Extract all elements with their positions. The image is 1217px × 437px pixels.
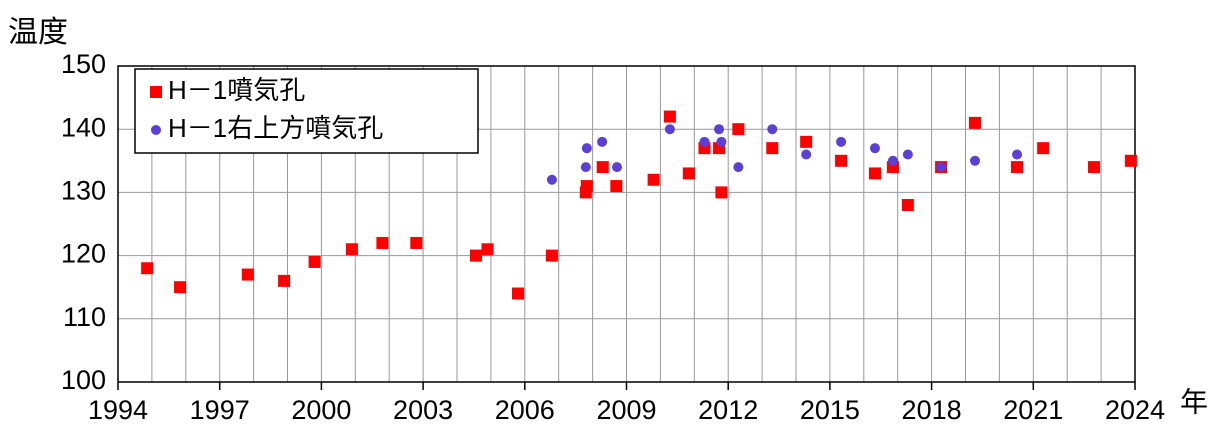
point — [546, 174, 557, 185]
point — [663, 110, 676, 123]
legend-marker — [151, 125, 161, 135]
point — [278, 274, 291, 287]
point — [580, 180, 593, 193]
point — [647, 173, 660, 186]
x-tick-label: 2003 — [393, 395, 453, 425]
legend-label: H－1噴気孔 — [168, 75, 305, 105]
point — [767, 124, 778, 135]
x-tick-label: 2009 — [596, 395, 656, 425]
point — [733, 162, 744, 173]
x-tick-label: 2006 — [495, 395, 555, 425]
x-tick-label: 2000 — [291, 395, 351, 425]
point — [581, 143, 592, 154]
plot-frame — [117, 65, 1136, 383]
point — [241, 268, 254, 281]
x-tick-label: 2018 — [902, 395, 962, 425]
point — [714, 124, 725, 135]
point — [801, 149, 812, 160]
y-tick-label: 120 — [61, 239, 106, 269]
x-tick-label: 2015 — [800, 395, 860, 425]
point — [699, 136, 710, 147]
x-tick-label: 2021 — [1003, 395, 1063, 425]
point — [610, 180, 623, 193]
point — [887, 155, 898, 166]
point — [612, 162, 623, 173]
y-tick-label: 110 — [63, 302, 106, 332]
y-tick-label: 140 — [61, 112, 106, 142]
point — [902, 149, 913, 160]
point — [968, 116, 981, 129]
x-tick-label: 2024 — [1105, 395, 1165, 425]
x-tick-label: 1994 — [88, 395, 148, 425]
point — [580, 162, 591, 173]
point — [481, 243, 494, 256]
point — [936, 162, 947, 173]
point — [1124, 154, 1137, 167]
point — [512, 287, 525, 300]
point — [716, 136, 727, 147]
point — [835, 154, 848, 167]
point — [345, 243, 358, 256]
point — [376, 236, 389, 249]
x-tick-label: 1997 — [190, 395, 250, 425]
point — [410, 236, 423, 249]
point — [868, 167, 881, 180]
point — [596, 161, 609, 174]
point — [969, 155, 980, 166]
y-tick-label: 130 — [61, 176, 106, 206]
point — [682, 167, 695, 180]
point — [869, 143, 880, 154]
point — [800, 135, 813, 148]
point — [469, 249, 482, 262]
point — [732, 123, 745, 136]
point — [308, 255, 321, 268]
point — [597, 136, 608, 147]
y-tick-label: 100 — [61, 365, 106, 395]
point — [545, 249, 558, 262]
y-tick-label: 150 — [61, 49, 106, 79]
point — [901, 199, 914, 212]
x-tick-label: 2012 — [698, 395, 758, 425]
point — [1011, 161, 1024, 174]
point — [1087, 161, 1100, 174]
point — [836, 136, 847, 147]
point — [664, 124, 675, 135]
legend-marker — [150, 86, 162, 98]
point — [715, 186, 728, 199]
legend-box — [134, 68, 479, 154]
point — [174, 281, 187, 294]
legend-label: H－1右上方噴気孔 — [168, 113, 383, 143]
point — [766, 142, 779, 155]
y-axis-label: 温度 — [8, 16, 68, 49]
point — [1037, 142, 1050, 155]
point — [1012, 149, 1023, 160]
x-axis-label: 年 — [1180, 386, 1208, 417]
point — [141, 262, 154, 275]
